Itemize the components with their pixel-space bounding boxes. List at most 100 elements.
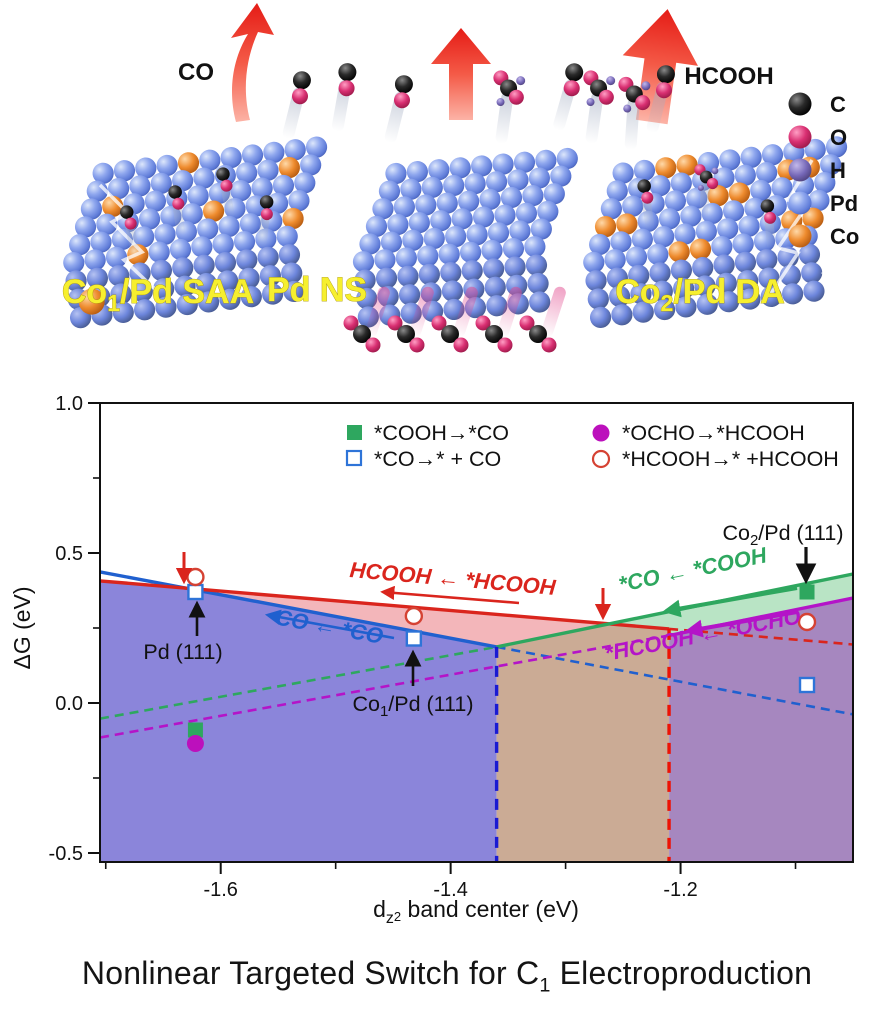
palladium-atom [445, 225, 467, 248]
atom-legend: C O H Pd Co [788, 92, 859, 249]
palladium-atom [272, 174, 295, 197]
co-release-arrow [231, 3, 274, 122]
palladium-atom [673, 277, 695, 300]
palladium-atom [527, 272, 549, 295]
cobalt-atom [676, 154, 698, 176]
palladium-atom [138, 208, 161, 230]
palladium-atom [378, 180, 401, 202]
legend-marker-open-circle [591, 449, 611, 469]
palladium-atom [131, 280, 153, 303]
phase-region [669, 598, 853, 862]
co-molecule [216, 167, 235, 219]
palladium-atom [69, 234, 91, 256]
palladium-atom [744, 197, 766, 219]
point-marker [186, 567, 205, 587]
palladium-atom [647, 243, 669, 266]
red-direction-arrow [380, 585, 520, 605]
point-marker [797, 612, 817, 632]
palladium-atom [63, 251, 85, 274]
legend-marker-open-square [345, 449, 363, 467]
palladium-atom [628, 264, 650, 287]
palladium-atom [719, 149, 741, 171]
palladium-atom [80, 198, 103, 220]
palladium-atom [214, 251, 237, 274]
hcooh-molecule [493, 70, 526, 144]
palladium-atom [632, 301, 654, 323]
palladium-atom [509, 220, 531, 242]
palladium-atom [715, 272, 737, 294]
palladium-atom [199, 149, 221, 171]
palladium-atom [212, 233, 234, 255]
palladium-atom [472, 206, 495, 228]
palladium-atom [587, 288, 609, 310]
palladium-atom [610, 231, 632, 253]
palladium-atom [84, 249, 106, 271]
palladium-atom [217, 270, 239, 292]
palladium-atom [504, 256, 526, 278]
palladium-atom [135, 157, 157, 179]
palladium-atom [649, 262, 671, 284]
palladium-atom [801, 262, 823, 284]
co-gas-label: CO [178, 59, 214, 86]
palladium-atom [191, 236, 213, 258]
palladium-atom [670, 259, 693, 281]
palladium-atom [294, 172, 316, 194]
phase-region [100, 580, 497, 862]
palladium-atom [112, 301, 134, 323]
palladium-atom [430, 210, 452, 232]
palladium-atom [195, 272, 217, 295]
palladium-atom [65, 270, 87, 292]
palladium-atom [110, 283, 132, 305]
chart-regions [100, 574, 853, 862]
formate-molecule [343, 286, 390, 353]
slab-pd-ns [352, 147, 578, 328]
palladium-atom [288, 190, 310, 212]
palladium-atom [625, 246, 648, 268]
cobalt-atom [177, 152, 200, 174]
palladium-atom [374, 249, 396, 271]
chart-ticks: -1.6 -1.4 -1.2 1.0 0.5 0.0 -0.5 [49, 393, 797, 901]
palladium-atom [129, 175, 151, 197]
palladium-atom [365, 215, 388, 238]
atom-legend-label: C [830, 92, 846, 117]
cobalt-atom [278, 156, 300, 179]
palladium-atom [737, 270, 759, 292]
palladium-atom [153, 278, 175, 300]
palladium-atom [761, 144, 784, 166]
palladium-atom [356, 287, 378, 310]
co-molecule [168, 185, 186, 237]
formate-molecule [431, 286, 478, 353]
cobalt-atom [707, 185, 729, 207]
palladium-atom [750, 179, 772, 202]
co-molecule [332, 63, 357, 132]
palladium-atom [486, 295, 508, 317]
palladium-atom [449, 157, 471, 179]
palladium-atom [589, 233, 611, 256]
atom-legend-label: O [830, 125, 847, 150]
palladium-atom [154, 223, 176, 245]
palladium-atom [238, 267, 260, 289]
co-molecule [553, 63, 584, 131]
palladium-atom [732, 233, 754, 255]
free-energy-chart: -1.6 -1.4 -1.2 1.0 0.5 0.0 -0.5 *COOH→*CO *CO→… [9, 393, 854, 927]
palladium-atom [174, 275, 196, 297]
palladium-atom [74, 216, 97, 238]
cobalt-atom [282, 207, 304, 230]
palladium-atom [105, 246, 128, 268]
hcooh-gas-label: HCOOH [684, 63, 773, 90]
hcooh-molecule [583, 70, 616, 144]
palladium-atom [187, 185, 209, 207]
palladium-atom [240, 286, 262, 308]
palladium-atom [494, 204, 516, 226]
palladium-atom [756, 249, 778, 271]
palladium-atom [485, 171, 508, 193]
palladium-atom [380, 231, 403, 253]
palladium-atom [197, 218, 219, 240]
palladium-atom [611, 304, 633, 326]
palladium-atom [415, 194, 437, 216]
palladium-atom [417, 245, 439, 267]
palladium-atom [233, 230, 256, 253]
palladium-atom [375, 267, 398, 289]
palladium-atom [281, 262, 303, 284]
co-molecule [646, 65, 675, 133]
